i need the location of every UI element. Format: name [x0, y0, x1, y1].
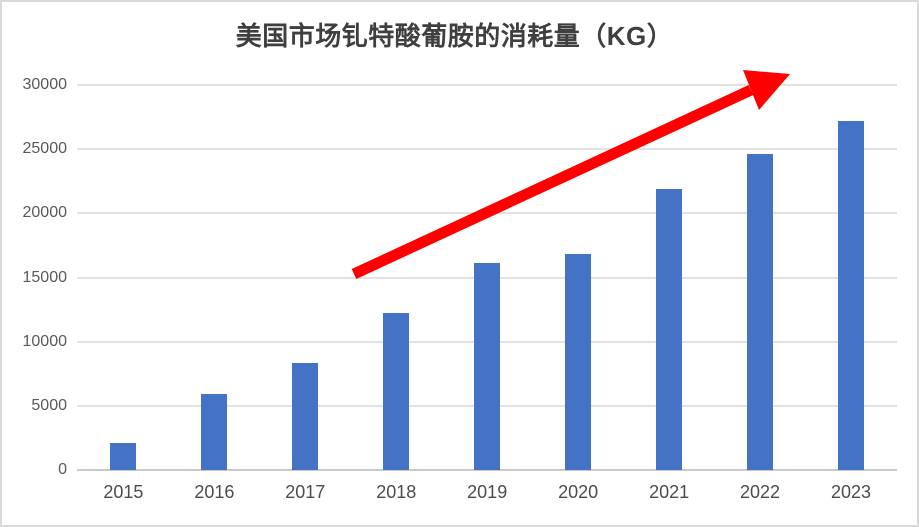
bar-2021 — [656, 188, 683, 470]
x-tick-label: 2021 — [649, 482, 690, 502]
bar-2016 — [201, 394, 228, 470]
bar-2019 — [474, 263, 501, 470]
x-tick-label: 2023 — [830, 482, 872, 502]
y-tick-label: 30000 — [22, 76, 68, 93]
bar-2017 — [292, 362, 319, 470]
bar-2018 — [383, 312, 410, 470]
trend-arrow-head — [743, 70, 790, 110]
y-tick-label: 10000 — [22, 332, 68, 350]
bar-2020 — [565, 254, 592, 470]
x-tick-label: 2019 — [467, 482, 508, 502]
x-tick-label: 2018 — [376, 482, 417, 502]
x-tick-label: 2016 — [194, 482, 235, 502]
trend-arrow-shaft — [351, 85, 754, 279]
x-tick-label: 2017 — [285, 482, 326, 502]
chart-title: 美国市场钆特酸葡胺的消耗量（KG） — [235, 21, 674, 51]
bar-2023 — [838, 120, 864, 470]
gridline-30000 — [77, 84, 897, 86]
gridline-25000 — [77, 148, 897, 151]
x-tick-label: 2022 — [740, 482, 781, 502]
x-tick-label: 2015 — [103, 482, 144, 502]
gridline-20000 — [77, 212, 897, 215]
y-tick-label: 15000 — [22, 268, 68, 286]
bar-2015 — [110, 443, 137, 470]
x-axis-line — [77, 469, 897, 471]
y-tick-label: 20000 — [22, 204, 68, 222]
x-tick-label: 2020 — [558, 482, 599, 502]
y-tick-label: 0 — [58, 461, 67, 478]
y-tick-label: 5000 — [31, 396, 67, 414]
bar-2022 — [747, 154, 774, 470]
y-tick-label: 25000 — [22, 140, 68, 158]
